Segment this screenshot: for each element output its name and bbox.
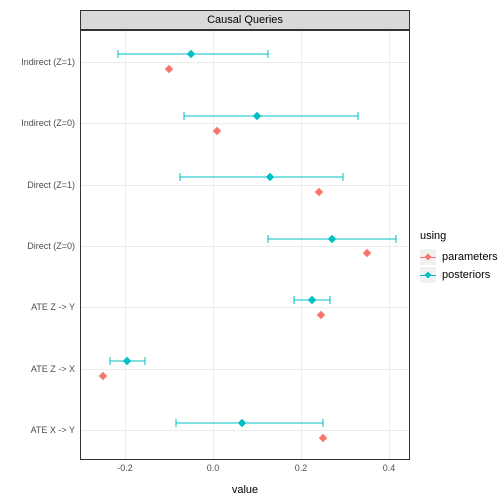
errorbar-cap (268, 235, 269, 243)
y-tick-label: ATE X -> Y (31, 425, 75, 435)
legend-item: parameters (420, 248, 498, 266)
errorbar-cap (358, 112, 359, 120)
legend-key-icon (420, 249, 436, 265)
legend-title: using (420, 230, 498, 242)
errorbar-cap (323, 419, 324, 427)
x-tick-label: 0.2 (295, 463, 308, 473)
y-tick-label: ATE Z -> Y (31, 302, 75, 312)
gridline-h (81, 369, 409, 370)
point-parameter (314, 188, 322, 196)
point-parameter (363, 249, 371, 257)
errorbar-cap (109, 357, 110, 365)
errorbar-cap (294, 296, 295, 304)
legend-label: parameters (442, 251, 498, 263)
gridline-h (81, 430, 409, 431)
legend-item: posteriors (420, 266, 498, 284)
plot-panel: -0.20.00.20.4ATE X -> YATE Z -> XATE Z -… (80, 30, 410, 460)
y-tick-label: Indirect (Z=1) (21, 57, 75, 67)
errorbar-cap (118, 50, 119, 58)
gridline-h (81, 123, 409, 124)
errorbar-cap (329, 296, 330, 304)
legend-key-icon (420, 267, 436, 283)
legend: using parameters posteriors (420, 230, 498, 284)
gridline-v (125, 31, 126, 459)
gridline-h (81, 62, 409, 63)
point-parameter (319, 433, 327, 441)
y-tick-label: Indirect (Z=0) (21, 118, 75, 128)
errorbar-cap (268, 50, 269, 58)
point-parameter (213, 126, 221, 134)
y-tick-label: Direct (Z=1) (27, 180, 75, 190)
point-parameter (317, 311, 325, 319)
errorbar-cap (180, 173, 181, 181)
y-tick-label: ATE Z -> X (31, 364, 75, 374)
gridline-v (301, 31, 302, 459)
x-tick-label: -0.2 (117, 463, 133, 473)
point-posterior (308, 296, 316, 304)
gridline-h (81, 246, 409, 247)
legend-label: posteriors (442, 269, 490, 281)
errorbar-cap (342, 173, 343, 181)
errorbar-cap (395, 235, 396, 243)
point-posterior (187, 50, 195, 58)
gridline-h (81, 307, 409, 308)
point-parameter (99, 372, 107, 380)
point-posterior (266, 173, 274, 181)
gridline-h (81, 185, 409, 186)
x-tick-label: 0.0 (207, 463, 220, 473)
errorbar-posterior (180, 177, 343, 178)
errorbar-posterior (184, 115, 358, 116)
point-parameter (165, 65, 173, 73)
point-posterior (253, 112, 261, 120)
chart-container: Causal Queries -0.20.00.20.4ATE X -> YAT… (0, 0, 504, 504)
gridline-v (213, 31, 214, 459)
facet-title: Causal Queries (207, 14, 283, 26)
y-tick-label: Direct (Z=0) (27, 241, 75, 251)
x-axis-title: value (232, 484, 258, 496)
facet-strip: Causal Queries (80, 10, 410, 30)
point-posterior (328, 234, 336, 242)
errorbar-cap (175, 419, 176, 427)
gridline-v (389, 31, 390, 459)
errorbar-cap (144, 357, 145, 365)
x-tick-label: 0.4 (383, 463, 396, 473)
errorbar-cap (184, 112, 185, 120)
errorbar-posterior (176, 422, 323, 423)
point-posterior (237, 419, 245, 427)
